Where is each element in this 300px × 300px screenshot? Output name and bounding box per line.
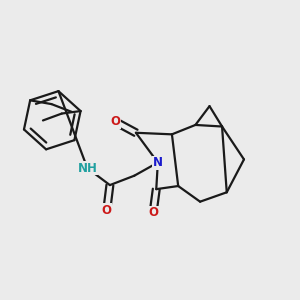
Text: O: O xyxy=(110,115,121,128)
Text: O: O xyxy=(102,204,112,217)
Text: NH: NH xyxy=(77,162,97,175)
Text: O: O xyxy=(148,206,158,219)
Text: N: N xyxy=(153,156,163,169)
